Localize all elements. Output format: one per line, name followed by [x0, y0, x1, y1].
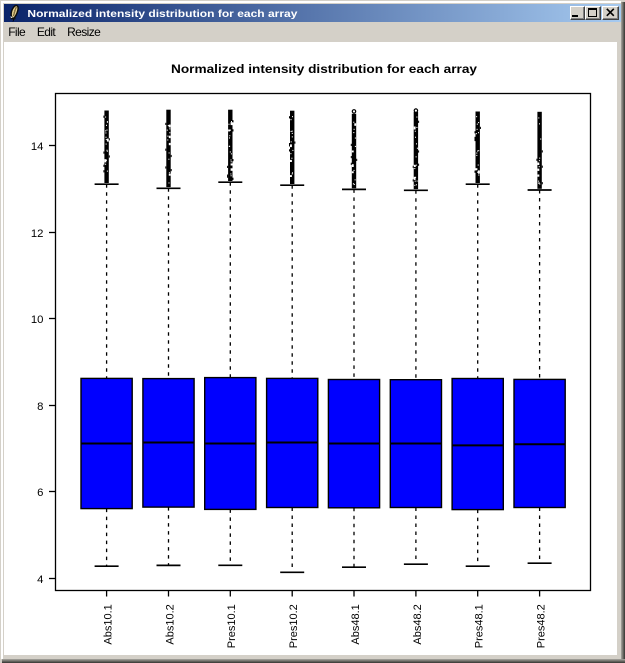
svg-text:4: 4 [37, 574, 43, 586]
svg-text:Abs48.2: Abs48.2 [412, 604, 424, 644]
svg-text:12: 12 [31, 228, 44, 240]
svg-text:Abs10.2: Abs10.2 [164, 604, 176, 644]
svg-text:6: 6 [37, 487, 43, 499]
svg-text:Pres10.1: Pres10.1 [226, 604, 238, 648]
svg-text:Abs48.1: Abs48.1 [350, 604, 362, 644]
svg-text:8: 8 [37, 401, 43, 413]
svg-text:14: 14 [31, 141, 44, 153]
svg-text:10: 10 [31, 314, 44, 326]
svg-text:Pres48.2: Pres48.2 [536, 604, 548, 648]
svg-text:Normalized intensity distribut: Normalized intensity distribution for ea… [27, 8, 297, 20]
svg-text:Pres48.1: Pres48.1 [474, 604, 486, 648]
svg-text:Abs10.1: Abs10.1 [103, 604, 115, 644]
svg-text:Pres10.2: Pres10.2 [288, 604, 300, 648]
svg-text:Normalized intensity distribut: Normalized intensity distribution for ea… [171, 62, 477, 76]
